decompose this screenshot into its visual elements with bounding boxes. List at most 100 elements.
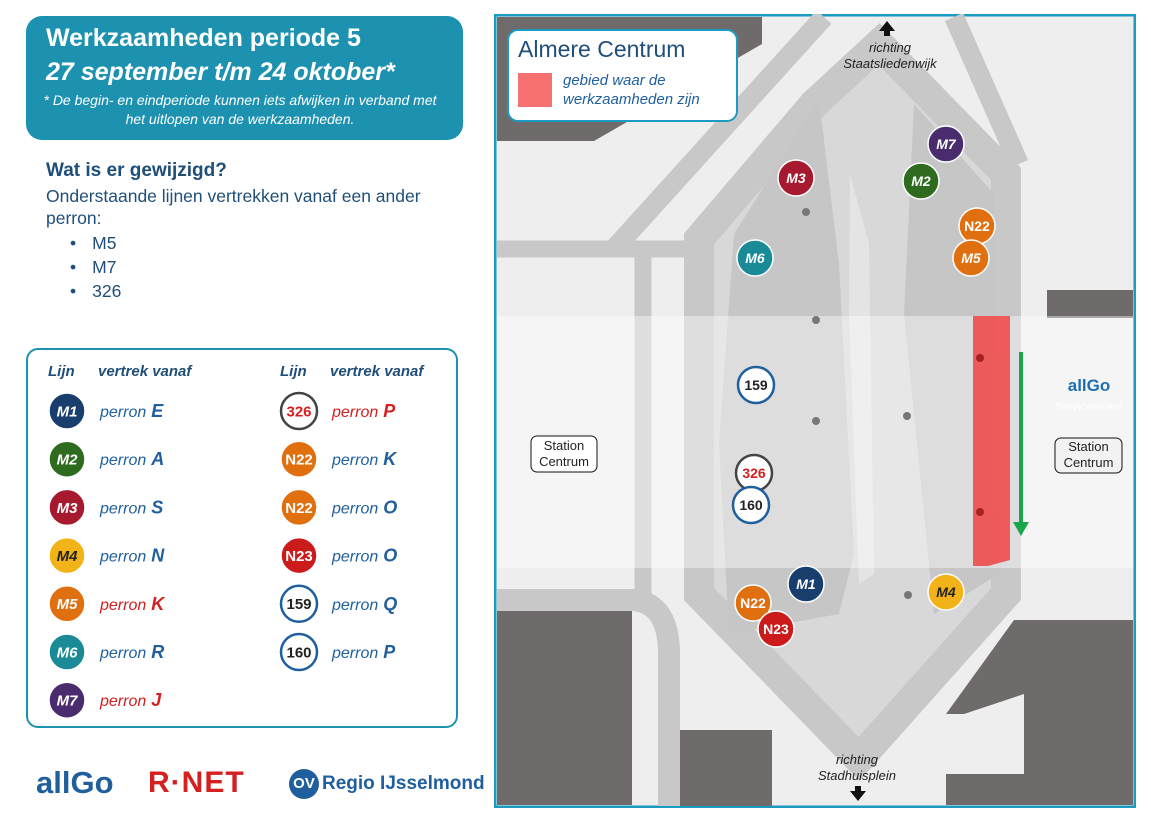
perron-text: perron O (331, 497, 397, 517)
perron-text: perron Q (331, 594, 397, 614)
perron-text: perron N (99, 546, 165, 566)
platform: P (383, 642, 396, 662)
line-badge (48, 392, 86, 430)
perron-word: perron (331, 645, 378, 662)
bullet: • (70, 233, 77, 253)
line-label: M3 (786, 170, 806, 186)
platform: S (151, 497, 163, 517)
perron-text: perron P (331, 401, 396, 421)
line-badge (48, 440, 86, 478)
line-label: 159 (744, 377, 768, 393)
logo-regio: Regio IJsselmond (322, 773, 485, 794)
arrowhead (1013, 522, 1029, 536)
station-box (530, 435, 598, 473)
map: M3 M7 M2 N22 M5 M6 159 326 160 M1 N22 N23 M4 (494, 14, 1136, 808)
dot (812, 316, 820, 324)
perron-text: perron O (331, 546, 397, 566)
line-badge (279, 584, 319, 624)
perron-word: perron (331, 404, 378, 421)
dots (802, 208, 984, 599)
line-label: M6 (57, 644, 78, 661)
dot (904, 591, 912, 599)
station-label: Station Centrum (539, 438, 589, 469)
list-text: 326 (92, 281, 122, 301)
platform: E (151, 401, 164, 421)
platform: K (151, 594, 166, 614)
legend-text: gebied waar de werkzaamheden zijn (563, 72, 700, 108)
perron-word: perron (331, 500, 378, 517)
line-badge (48, 488, 86, 527)
line-label: M5 (57, 596, 78, 613)
line-badge (777, 159, 815, 197)
dot (976, 508, 984, 516)
line-label: M7 (57, 693, 78, 710)
station-band (497, 316, 1133, 568)
line-label: M2 (57, 452, 78, 469)
list-item: • M5 (70, 231, 121, 255)
column-header: vertrek vanaf (98, 363, 193, 380)
perron-text: perron S (99, 497, 163, 517)
platform: O (383, 497, 397, 517)
column-header: Lijn (48, 363, 75, 380)
changes-text: Onderstaande lijnen vertrekken vanaf een… (46, 186, 421, 228)
perron-text: perron K (99, 594, 166, 614)
header-box (26, 16, 463, 140)
perron-text: perron K (331, 449, 398, 469)
platform: N (151, 546, 165, 566)
platform: K (383, 449, 398, 469)
perron-text: perron P (331, 642, 396, 662)
perron-word: perron (99, 693, 146, 710)
line-label: 160 (739, 497, 763, 513)
station-label: Station Centrum (1063, 439, 1114, 470)
perron-text: perron E (99, 401, 164, 421)
note: * De begin- en eindperiode kunnen iets a… (43, 92, 437, 127)
line-badge (757, 610, 795, 648)
line-badge (736, 365, 776, 405)
line-label: N22 (285, 500, 313, 517)
building (946, 620, 1133, 805)
station-box (1054, 437, 1123, 474)
platform: O (383, 546, 397, 566)
line-label: 159 (286, 596, 311, 613)
building (678, 730, 772, 806)
line-badge (48, 585, 86, 623)
dot (812, 417, 820, 425)
line-badge (927, 573, 965, 611)
perron-word: perron (331, 549, 378, 566)
perron-word: perron (99, 500, 146, 517)
line-badge (280, 536, 318, 575)
line-label: M2 (911, 173, 931, 189)
line-badge (731, 485, 771, 525)
line-label: N23 (763, 621, 789, 637)
list-item: • M7 (70, 255, 121, 279)
list-item: • 326 (70, 279, 121, 303)
line-badge (902, 162, 940, 200)
changes-heading: Wat is er gewijzigd? (46, 160, 227, 181)
dot (976, 354, 984, 362)
road (497, 589, 680, 806)
bullet: • (70, 281, 77, 301)
road (606, 14, 832, 256)
legend-title: Almere Centrum (518, 36, 686, 62)
list-text: M5 (92, 233, 117, 253)
line-label: 326 (286, 403, 311, 420)
line-label: M1 (796, 576, 816, 592)
line-label: M3 (57, 500, 78, 517)
platform: P (383, 401, 396, 421)
column-header: Lijn (280, 363, 307, 380)
perron-text: perron J (99, 690, 162, 710)
line-label: 326 (742, 465, 766, 481)
legend-swatch (518, 73, 552, 107)
line-badge (734, 584, 772, 622)
south-label: richting Stadhuisplein (817, 752, 897, 783)
line-badge (280, 440, 318, 478)
north-label: richting Staatsliedenwijk (843, 40, 937, 71)
line-label: M5 (961, 250, 981, 266)
dates: 27 september t/m 24 oktober* (46, 58, 395, 86)
building (1047, 290, 1133, 318)
line-badge (280, 488, 318, 527)
line-label: N23 (285, 548, 313, 565)
perron-text: perron A (99, 449, 164, 469)
